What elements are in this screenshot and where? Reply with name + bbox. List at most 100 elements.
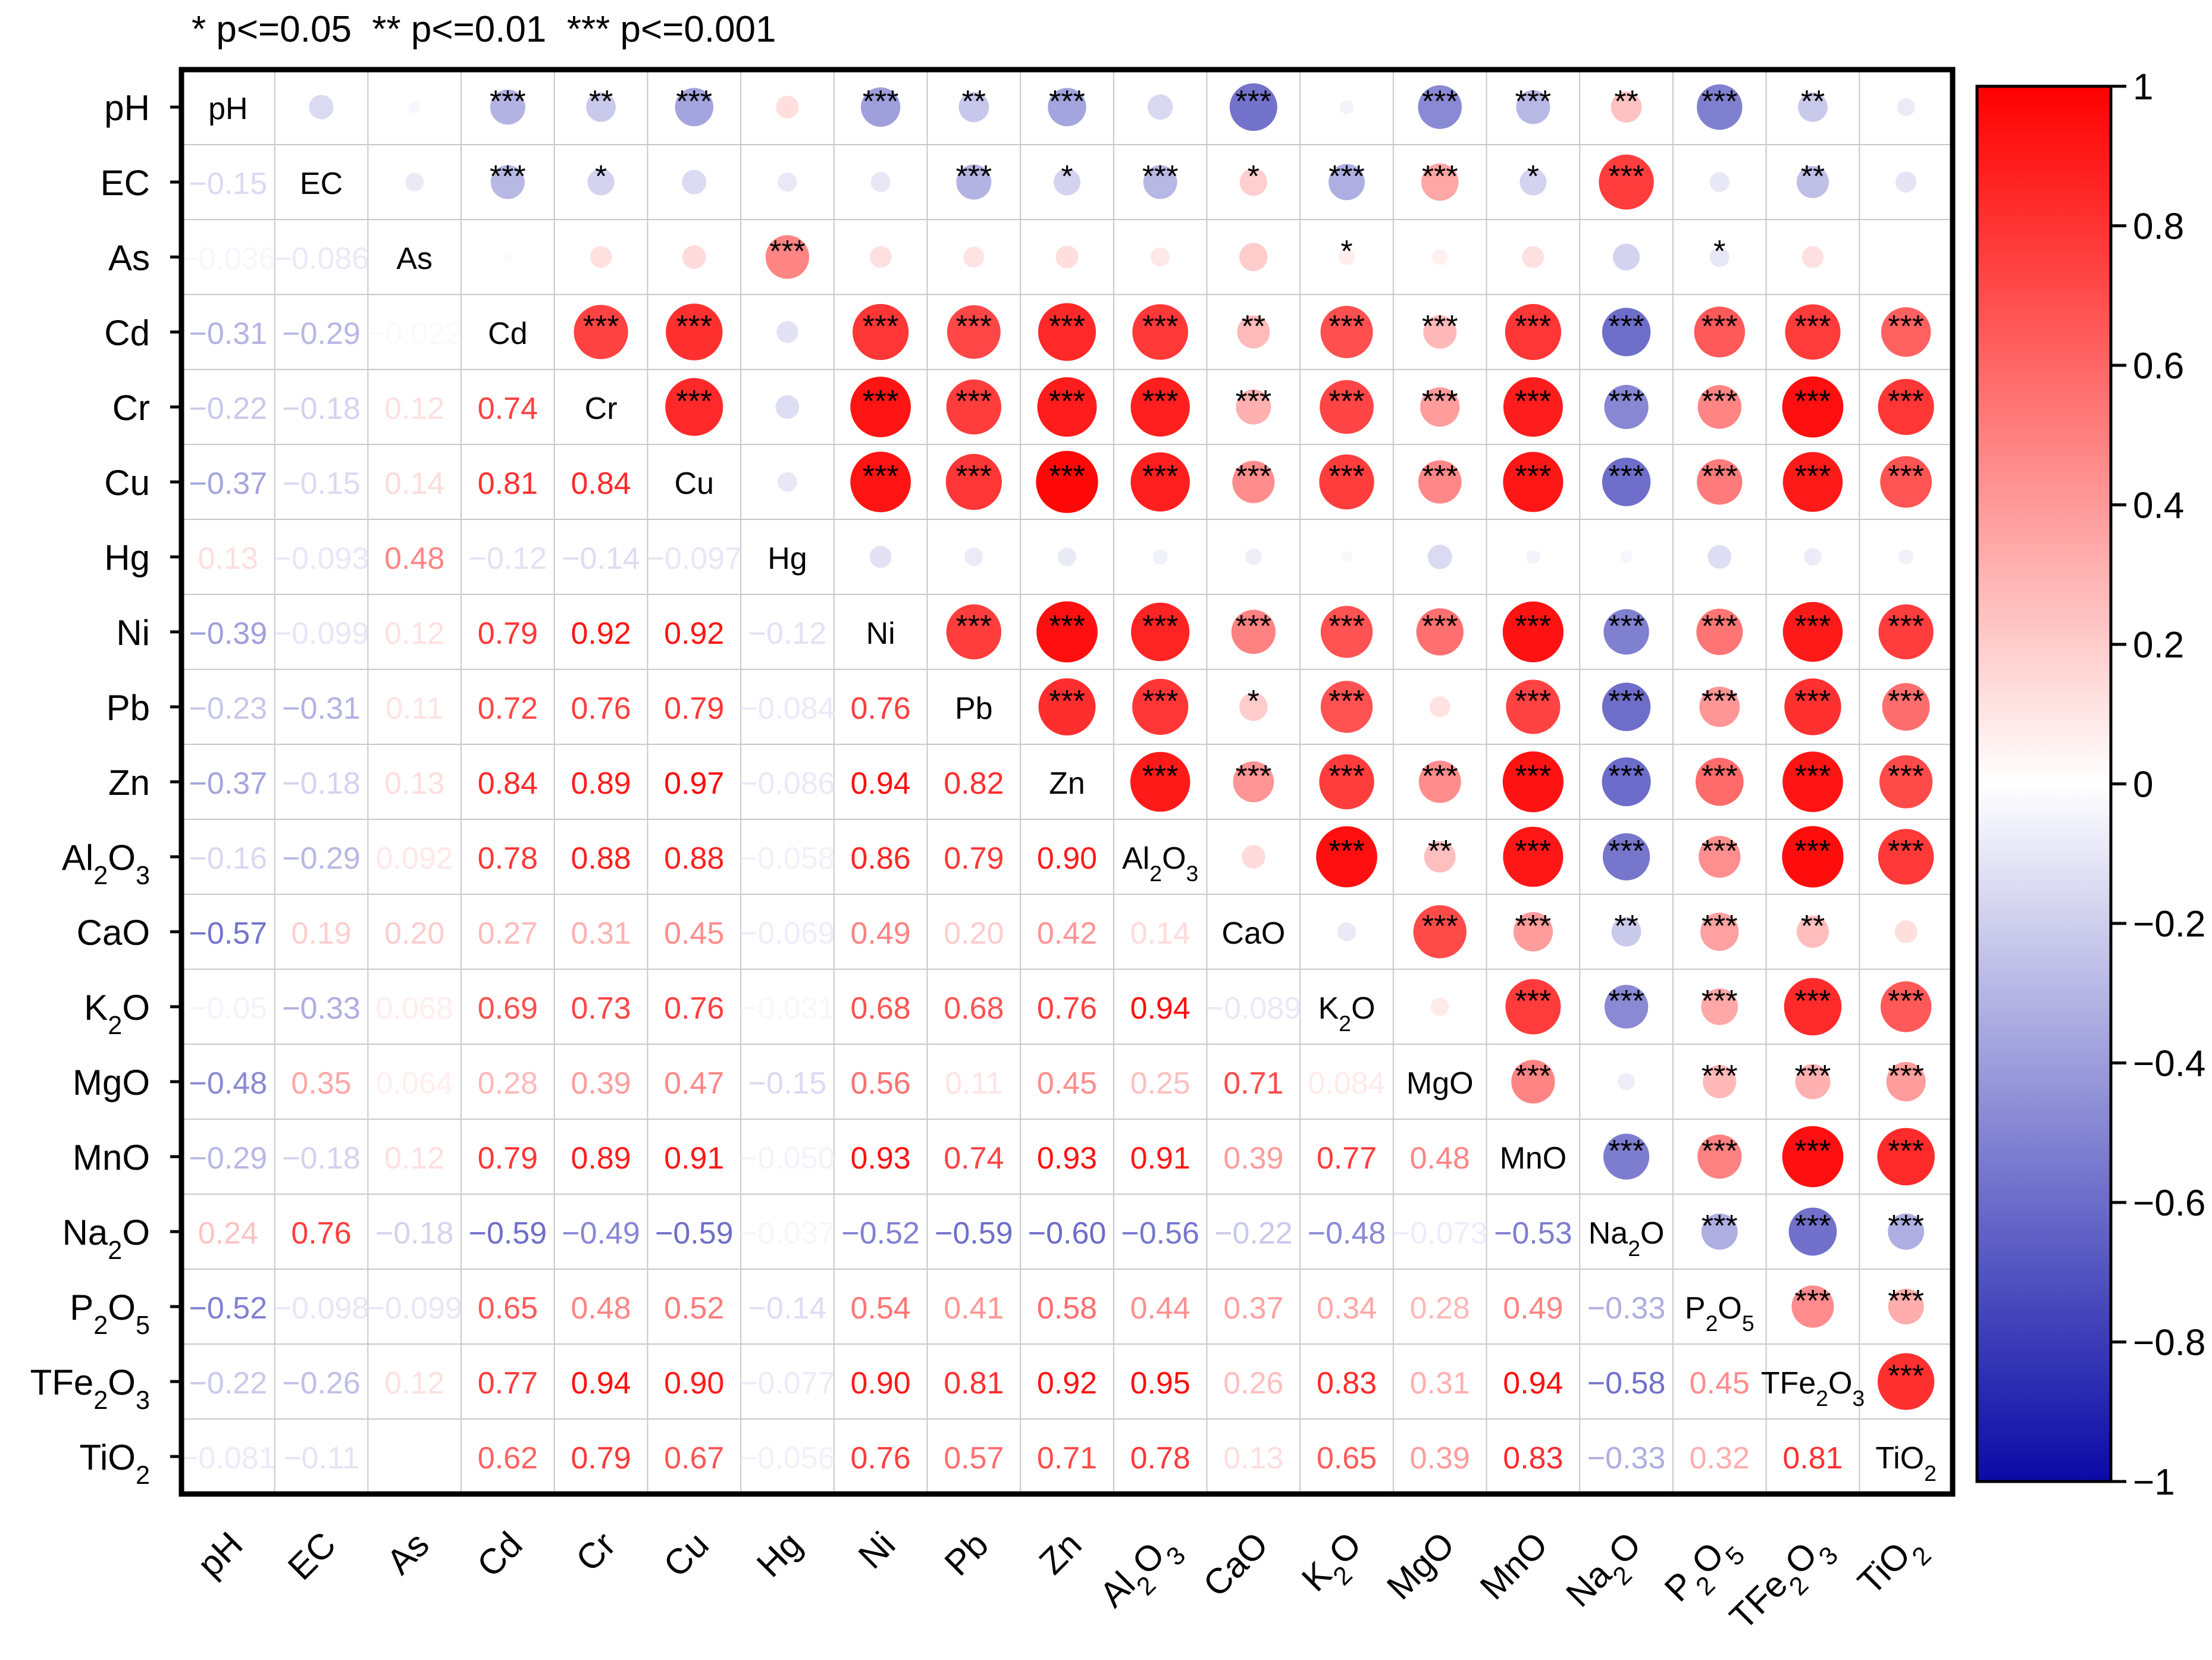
correlation-circle [946,604,1002,660]
significance-stars: ** [1242,309,1265,344]
correlation-circle [587,168,615,196]
correlation-circle [963,246,985,268]
correlation-circle [675,87,714,127]
correlation-circle [1701,988,1738,1025]
correlation-value: −0.37 [189,466,268,501]
correlation-circle [1795,1064,1831,1100]
colorbar-tick-label: −0.6 [2133,1183,2205,1224]
correlation-circle [1618,1073,1635,1091]
correlation-circle [1143,165,1177,199]
correlation-value: −0.58 [1587,1366,1666,1401]
correlation-circle [1602,308,1651,356]
correlation-value: 0.62 [478,1441,538,1476]
correlation-value: 0.26 [1223,1366,1283,1401]
diagonal-label: K2O [1318,991,1376,1036]
significance-stars: *** [1795,384,1831,419]
significance-stars: *** [1702,459,1738,494]
correlation-value: −0.18 [282,766,361,801]
correlation-circle [1613,243,1640,271]
correlation-value: −0.12 [469,541,547,576]
correlation-value: −0.31 [189,317,268,351]
significance-stars: *** [1608,384,1644,419]
correlation-circle [1695,757,1744,806]
significance-stars: *** [1142,684,1179,719]
correlation-circle [1151,247,1170,267]
y-tick-label: pH [104,88,150,128]
x-tick-label: CaO [1195,1524,1276,1605]
correlation-value: 0.12 [384,1141,444,1176]
significance-stars: *** [1422,159,1458,194]
correlation-circle [1700,912,1739,951]
significance-stars: *** [1329,684,1365,719]
correlation-circle [1055,245,1079,269]
correlation-value: 0.78 [478,841,538,876]
significance-stars: * [1527,159,1539,194]
correlation-value: 0.88 [571,841,631,876]
significance-stars: *** [1422,759,1458,794]
significance-stars: * [1248,159,1259,194]
correlation-circle [1796,165,1829,199]
correlation-value: 0.76 [851,691,911,726]
correlation-circle [775,395,800,419]
x-tick-label: TiO2 [1850,1524,1937,1611]
correlation-value: 0.84 [478,766,538,801]
significance-stars: *** [1515,684,1552,719]
significance-stars: *** [1888,609,1924,644]
colorbar-tick-label: −0.4 [2133,1044,2205,1085]
correlation-value: 0.77 [478,1366,538,1401]
significance-stars: *** [1888,984,1924,1019]
correlation-circle [1697,1134,1742,1179]
correlation-circle [1886,1061,1926,1102]
correlation-circle [1611,917,1641,947]
x-tick-label: Cu [656,1524,716,1585]
correlation-value: −0.29 [189,1141,268,1176]
correlation-circle [1791,1285,1834,1328]
significance-stars: *** [1608,159,1644,194]
correlation-value: −0.59 [655,1216,734,1251]
correlation-circle [1784,678,1841,735]
correlation-value: −0.086 [740,766,835,801]
correlation-value: 0.71 [1037,1441,1097,1476]
correlation-circle [1511,1060,1555,1104]
significance-stars: *** [1702,984,1738,1019]
correlation-value: 0.76 [664,991,724,1026]
significance-stars: ** [589,84,613,119]
correlation-value: 0.65 [1317,1441,1377,1476]
significance-stars: *** [955,384,992,419]
correlation-value: 0.72 [478,691,538,726]
significance-stars: *** [676,384,712,419]
correlation-circle [503,252,513,262]
correlation-value: 0.79 [571,1441,631,1476]
correlation-circle [1782,452,1843,512]
correlation-circle [1785,304,1841,360]
correlation-value: 0.20 [384,916,444,951]
correlation-value: 0.24 [198,1216,258,1251]
correlation-value: −0.093 [274,541,369,576]
correlation-circle [1427,544,1452,569]
y-tick-label: As [108,238,150,278]
correlation-circle [1502,601,1564,663]
correlation-circle [1697,385,1742,429]
correlation-circle [1788,1207,1837,1256]
correlation-value: 0.74 [944,1141,1004,1176]
y-tick-label: P2O5 [70,1288,150,1340]
significance-stars: *** [1795,684,1831,719]
correlation-circle [1320,380,1374,434]
significance-stars: *** [1142,384,1179,419]
correlation-value: 0.49 [1503,1291,1563,1326]
correlation-value: −0.089 [1206,991,1302,1026]
correlation-value: 0.12 [384,391,444,426]
correlation-value: 0.27 [478,916,538,951]
colorbar-tick-label: 0.6 [2133,346,2184,387]
correlation-value: −0.084 [740,691,835,726]
correlation-value: 0.45 [1690,1366,1750,1401]
correlation-value: −0.60 [1028,1216,1107,1251]
correlation-value: 0.31 [1410,1366,1470,1401]
significance-stars: *** [1608,309,1644,344]
correlation-value: −0.59 [469,1216,547,1251]
significance-stars: ** [1614,84,1638,119]
y-tick-label: Pb [106,688,150,728]
correlation-circle [1320,606,1373,658]
correlation-circle [1898,549,1914,565]
colorbar-tick-label: −1 [2133,1462,2175,1503]
